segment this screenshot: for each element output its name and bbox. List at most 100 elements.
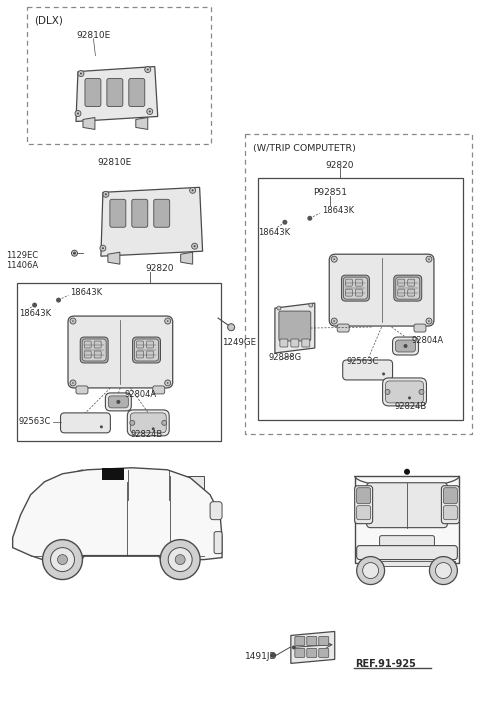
Circle shape: [404, 344, 408, 348]
Circle shape: [193, 245, 196, 247]
FancyBboxPatch shape: [82, 339, 106, 361]
Circle shape: [282, 220, 288, 225]
Circle shape: [277, 306, 281, 310]
FancyBboxPatch shape: [357, 546, 457, 560]
FancyBboxPatch shape: [383, 378, 426, 406]
Polygon shape: [83, 117, 95, 129]
FancyBboxPatch shape: [210, 502, 222, 520]
FancyBboxPatch shape: [357, 505, 371, 520]
FancyBboxPatch shape: [398, 279, 405, 286]
Circle shape: [363, 562, 379, 579]
FancyBboxPatch shape: [154, 200, 170, 227]
Text: 92824B: 92824B: [130, 430, 163, 439]
Circle shape: [58, 555, 68, 565]
FancyBboxPatch shape: [414, 324, 426, 332]
Ellipse shape: [81, 416, 90, 430]
Circle shape: [102, 247, 104, 249]
FancyBboxPatch shape: [136, 351, 144, 358]
FancyBboxPatch shape: [408, 289, 415, 296]
FancyBboxPatch shape: [153, 386, 165, 394]
Text: 11406A: 11406A: [6, 261, 38, 270]
FancyBboxPatch shape: [385, 381, 423, 403]
FancyBboxPatch shape: [307, 648, 317, 657]
Circle shape: [426, 318, 432, 324]
Text: 92563C: 92563C: [347, 358, 379, 366]
Circle shape: [307, 216, 312, 221]
Circle shape: [105, 193, 107, 195]
FancyBboxPatch shape: [110, 200, 126, 227]
Polygon shape: [33, 493, 41, 502]
Circle shape: [50, 548, 74, 572]
Circle shape: [100, 245, 106, 251]
Circle shape: [270, 653, 276, 658]
Text: P92851: P92851: [313, 188, 347, 197]
Ellipse shape: [379, 363, 389, 377]
FancyBboxPatch shape: [398, 289, 405, 296]
Polygon shape: [101, 187, 203, 256]
Circle shape: [162, 420, 167, 425]
FancyBboxPatch shape: [106, 393, 132, 411]
Text: 92824B: 92824B: [395, 402, 427, 411]
Circle shape: [100, 425, 103, 428]
FancyBboxPatch shape: [108, 396, 128, 408]
Text: (W/TRIP COMPUTETR): (W/TRIP COMPUTETR): [253, 144, 356, 153]
FancyBboxPatch shape: [80, 337, 108, 363]
FancyBboxPatch shape: [132, 200, 148, 227]
Circle shape: [70, 380, 76, 386]
FancyBboxPatch shape: [408, 279, 415, 286]
Text: 92563C: 92563C: [19, 418, 51, 426]
FancyBboxPatch shape: [146, 341, 154, 348]
FancyBboxPatch shape: [343, 360, 393, 380]
Ellipse shape: [363, 363, 372, 377]
Circle shape: [228, 324, 235, 330]
Ellipse shape: [96, 416, 107, 430]
Circle shape: [78, 70, 84, 77]
Circle shape: [334, 259, 335, 260]
Polygon shape: [355, 476, 459, 562]
FancyBboxPatch shape: [127, 410, 169, 436]
Circle shape: [130, 420, 135, 425]
Circle shape: [192, 189, 193, 191]
FancyBboxPatch shape: [394, 275, 422, 301]
Text: 1491JD: 1491JD: [245, 652, 277, 661]
Polygon shape: [291, 631, 335, 664]
FancyBboxPatch shape: [295, 636, 305, 645]
FancyBboxPatch shape: [337, 324, 349, 332]
Circle shape: [77, 112, 79, 115]
Bar: [245, 134, 472, 434]
Circle shape: [167, 382, 168, 384]
Circle shape: [70, 318, 76, 324]
Text: 92804A: 92804A: [124, 390, 156, 399]
Bar: [359, 560, 456, 566]
FancyBboxPatch shape: [76, 386, 88, 394]
Text: 92820: 92820: [145, 264, 174, 273]
FancyBboxPatch shape: [319, 636, 329, 645]
Circle shape: [168, 548, 192, 572]
Circle shape: [147, 108, 153, 115]
Circle shape: [72, 321, 74, 322]
FancyBboxPatch shape: [214, 531, 222, 553]
Text: 18643K: 18643K: [71, 288, 103, 297]
Polygon shape: [136, 117, 148, 129]
FancyBboxPatch shape: [355, 289, 362, 296]
Text: 1249GE: 1249GE: [222, 337, 256, 347]
FancyBboxPatch shape: [280, 339, 288, 347]
Circle shape: [56, 297, 61, 302]
Circle shape: [331, 256, 337, 262]
Circle shape: [116, 400, 120, 404]
Polygon shape: [275, 303, 315, 353]
Circle shape: [152, 427, 155, 430]
Circle shape: [165, 380, 171, 386]
FancyBboxPatch shape: [396, 277, 420, 299]
FancyBboxPatch shape: [329, 254, 434, 326]
Text: 92810E: 92810E: [76, 31, 110, 40]
Circle shape: [309, 303, 313, 307]
Text: 92804A: 92804A: [411, 335, 444, 344]
Circle shape: [175, 555, 185, 565]
Circle shape: [32, 302, 37, 308]
Text: 18643K: 18643K: [322, 206, 354, 215]
Circle shape: [149, 110, 151, 112]
Circle shape: [292, 645, 296, 650]
Ellipse shape: [347, 363, 357, 377]
Circle shape: [357, 557, 384, 584]
